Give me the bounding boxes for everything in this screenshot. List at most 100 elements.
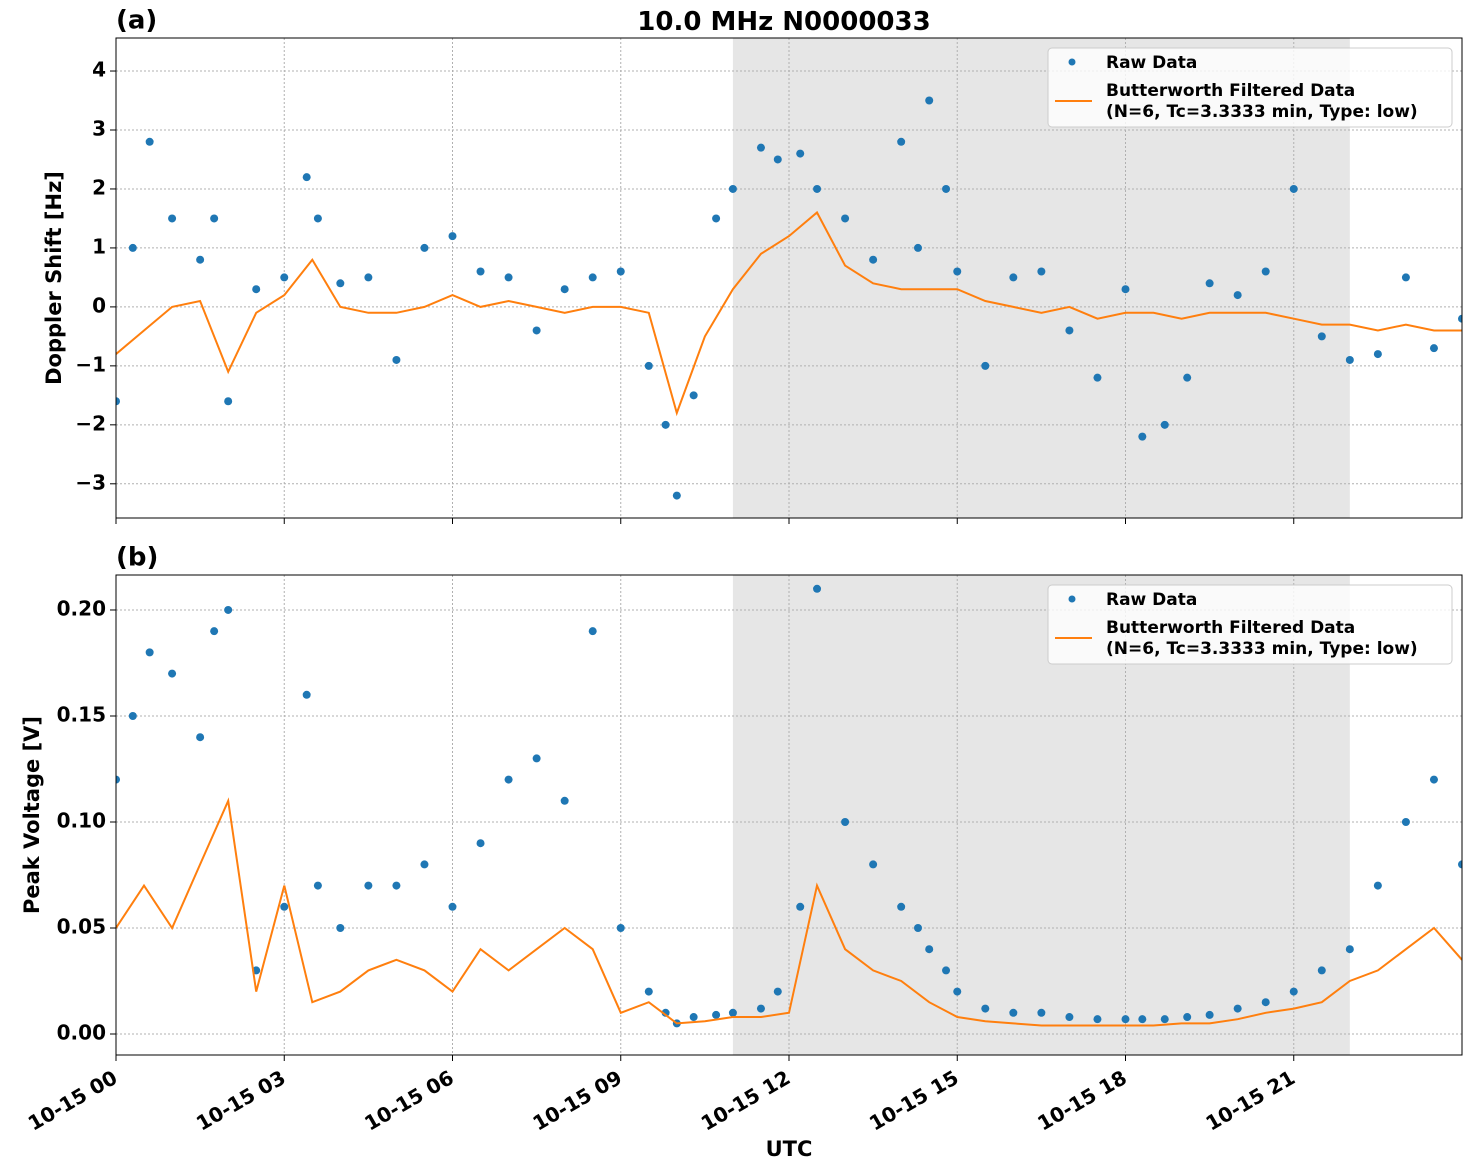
raw-point [689,391,698,400]
filtered-line [116,210,1462,417]
raw-point [1183,1013,1192,1022]
raw-point [1009,273,1018,282]
raw-point [644,361,653,370]
raw-point [728,1008,737,1017]
raw-point [210,214,219,223]
y-tick-label: 0.15 [57,702,106,726]
raw-point [796,149,805,158]
raw-point [364,273,373,282]
y-tick-label: −2 [75,411,106,435]
legend-label: Butterworth Filtered Data [1106,618,1355,638]
raw-point [981,1004,990,1013]
raw-point [813,584,822,593]
raw-point [1373,881,1382,890]
raw-point [773,987,782,996]
raw-point [942,184,951,193]
raw-point [897,137,906,146]
axes-frame [115,37,1463,519]
raw-point [1205,1010,1214,1019]
raw-point [504,273,513,282]
raw-point [689,1013,698,1022]
x-tick-label: 10-15 00 [24,1065,122,1135]
raw-point [336,279,345,288]
raw-point [1009,1008,1018,1017]
y-axis-label: Peak Voltage [V] [20,716,44,914]
filtered-line [116,797,1462,1027]
raw-point [504,775,513,784]
raw-point [588,627,597,636]
raw-point [302,690,311,699]
y-tick-label: 4 [92,58,106,82]
raw-point [1065,1013,1074,1022]
raw-point [1233,291,1242,300]
y-tick-label: −3 [75,470,106,494]
raw-point [1121,1015,1130,1024]
raw-point [313,881,322,890]
raw-point [448,232,457,241]
raw-point [756,1004,765,1013]
legend-box [1047,47,1453,128]
raw-point [925,96,934,105]
raw-point [1261,998,1270,1007]
raw-point [616,924,625,933]
raw-point [1138,1015,1147,1024]
raw-point [224,397,233,406]
raw-point [128,711,137,720]
raw-point [420,243,429,252]
y-tick-label: 2 [92,175,106,199]
raw-point [1138,432,1147,441]
raw-point [897,902,906,911]
raw-point [336,924,345,933]
x-tick-label: 10-15 09 [528,1065,626,1135]
raw-point [1345,355,1354,364]
raw-point [672,491,681,500]
plot-area [116,96,1462,500]
raw-point [1037,1008,1046,1017]
raw-point [252,285,261,294]
raw-point [616,267,625,276]
raw-point [1289,184,1298,193]
raw-point [145,137,154,146]
raw-point [420,860,429,869]
raw-point [1429,775,1438,784]
raw-point [869,255,878,264]
panel-label: (a) [116,6,157,36]
raw-point [953,267,962,276]
raw-point [210,627,219,636]
x-tick-label: 10-15 12 [697,1065,795,1135]
legend-label: Butterworth Filtered Data [1106,81,1355,101]
legend-label: Raw Data [1106,590,1197,610]
raw-point [796,902,805,911]
raw-point [913,924,922,933]
raw-point [588,273,597,282]
raw-point [560,285,569,294]
legend-label: (N=6, Tc=3.3333 min, Type: low) [1106,102,1418,122]
raw-point [392,881,401,890]
y-tick-label: 0.05 [57,915,106,939]
raw-point [1401,273,1410,282]
y-tick-label: 0.10 [57,808,106,832]
chart-title: 10.0 MHz N0000033 [637,7,930,37]
raw-point [1121,285,1130,294]
raw-point [1317,332,1326,341]
raw-point [1183,373,1192,382]
raw-point [196,733,205,742]
raw-point [302,173,311,182]
raw-point [1093,373,1102,382]
raw-point [644,987,653,996]
raw-point [1429,344,1438,353]
axes-frame [115,574,1463,1056]
raw-point [728,184,737,193]
legend-box [1047,584,1453,665]
raw-point [560,796,569,805]
raw-point [532,754,541,763]
raw-point [925,945,934,954]
x-tick-label: 10-15 15 [865,1065,963,1135]
raw-point [313,214,322,223]
raw-point [1373,350,1382,359]
raw-point [448,902,457,911]
raw-point [756,143,765,152]
raw-point [116,775,120,784]
y-tick-label: 1 [92,234,106,258]
raw-point [869,860,878,869]
